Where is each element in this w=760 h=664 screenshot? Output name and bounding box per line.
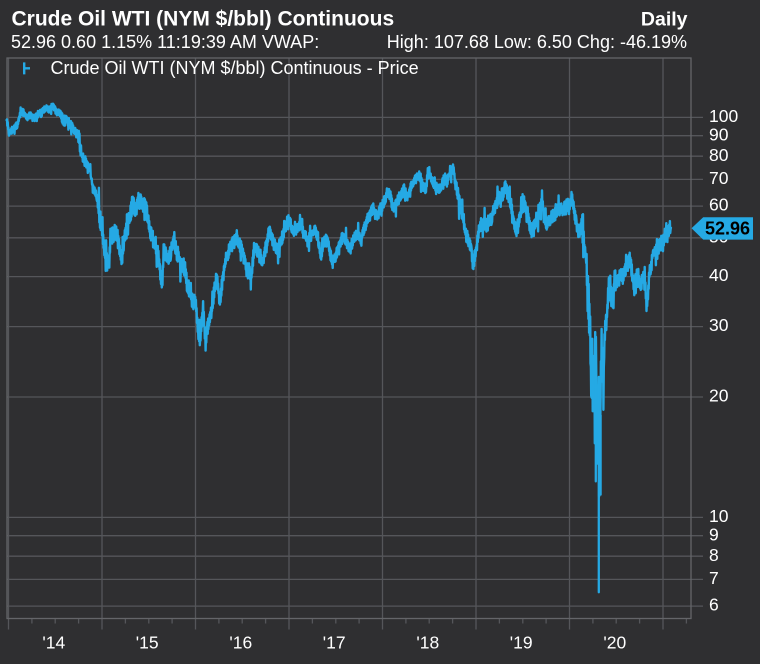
svg-text:'19: '19	[510, 632, 533, 652]
svg-text:Crude Oil WTI (NYM $/bbl) Cont: Crude Oil WTI (NYM $/bbl) Continuous - P…	[51, 58, 419, 78]
svg-text:10: 10	[709, 506, 729, 526]
svg-text:'20: '20	[603, 632, 626, 652]
svg-text:Daily: Daily	[641, 9, 688, 31]
svg-text:40: 40	[709, 265, 729, 285]
svg-text:'16: '16	[229, 632, 252, 652]
svg-text:9: 9	[709, 524, 719, 544]
svg-text:'18: '18	[416, 632, 439, 652]
svg-text:8: 8	[709, 545, 719, 565]
svg-text:100: 100	[709, 106, 738, 126]
svg-text:52.96 0.60 1.15% 11:19:39 AM V: 52.96 0.60 1.15% 11:19:39 AM VWAP:	[11, 32, 319, 52]
svg-text:80: 80	[709, 145, 729, 165]
svg-text:Crude Oil WTI (NYM $/bbl) Cont: Crude Oil WTI (NYM $/bbl) Continuous	[12, 8, 395, 31]
svg-text:7: 7	[709, 568, 719, 588]
svg-text:'14: '14	[42, 632, 65, 652]
svg-text:70: 70	[709, 168, 729, 188]
svg-text:'15: '15	[136, 632, 159, 652]
svg-text:6: 6	[709, 595, 719, 615]
svg-text:60: 60	[709, 195, 729, 215]
svg-text:20: 20	[709, 386, 729, 406]
svg-text:30: 30	[709, 315, 729, 335]
svg-text:52.96: 52.96	[705, 219, 750, 239]
svg-text:High: 107.68 Low: 6.50 Chg: -4: High: 107.68 Low: 6.50 Chg: -46.19%	[387, 32, 687, 52]
svg-text:90: 90	[709, 124, 729, 144]
svg-text:'17: '17	[323, 632, 346, 652]
